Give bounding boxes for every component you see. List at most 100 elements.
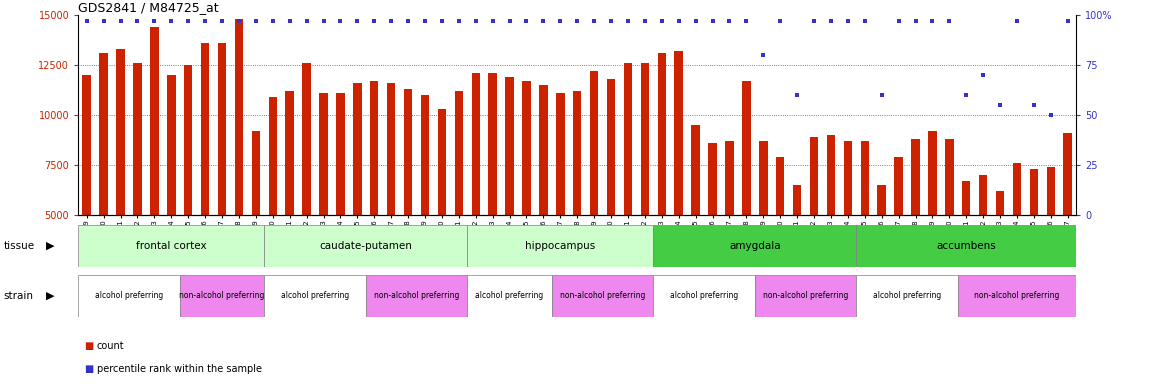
Point xyxy=(721,18,739,25)
Bar xyxy=(83,75,91,315)
Point xyxy=(653,18,671,25)
Bar xyxy=(387,83,396,315)
Bar xyxy=(319,93,328,315)
Point xyxy=(703,18,722,25)
Text: alcohol preferring: alcohol preferring xyxy=(475,291,543,300)
Point xyxy=(314,18,333,25)
Bar xyxy=(912,139,920,315)
Point xyxy=(956,92,975,98)
Point xyxy=(145,18,163,25)
Point xyxy=(112,18,130,25)
Bar xyxy=(641,63,649,315)
Point xyxy=(991,102,1009,108)
Point xyxy=(365,18,383,25)
Bar xyxy=(201,43,209,315)
Point xyxy=(517,18,535,25)
Bar xyxy=(472,73,480,315)
Bar xyxy=(708,143,717,315)
Point xyxy=(128,18,146,25)
Bar xyxy=(1046,167,1055,315)
Bar xyxy=(861,141,869,315)
Text: percentile rank within the sample: percentile rank within the sample xyxy=(97,364,261,374)
Point xyxy=(534,18,552,25)
Point xyxy=(855,18,874,25)
Bar xyxy=(505,77,513,315)
Bar xyxy=(894,157,902,315)
Bar xyxy=(467,225,654,267)
Bar xyxy=(776,157,785,315)
Text: ▶: ▶ xyxy=(46,241,54,251)
Bar xyxy=(945,139,953,315)
Text: non-alcohol preferring: non-alcohol preferring xyxy=(559,291,646,300)
Point xyxy=(788,92,807,98)
Text: alcohol preferring: alcohol preferring xyxy=(281,291,349,300)
Bar xyxy=(99,53,108,315)
Text: hippocampus: hippocampus xyxy=(525,241,595,251)
Bar xyxy=(78,275,180,317)
Bar xyxy=(523,81,531,315)
Point xyxy=(246,18,265,25)
Text: GDS2841 / M84725_at: GDS2841 / M84725_at xyxy=(78,1,219,14)
Text: non-alcohol preferring: non-alcohol preferring xyxy=(374,291,459,300)
Text: alcohol preferring: alcohol preferring xyxy=(670,291,738,300)
Bar xyxy=(657,53,666,315)
Text: non-alcohol preferring: non-alcohol preferring xyxy=(974,291,1060,300)
Point xyxy=(180,18,198,25)
Bar xyxy=(369,81,379,315)
Point xyxy=(872,92,891,98)
Bar xyxy=(180,275,265,317)
Point xyxy=(466,18,485,25)
Point xyxy=(94,18,113,25)
Point xyxy=(1042,112,1060,118)
Text: ▶: ▶ xyxy=(46,291,54,301)
Bar xyxy=(404,89,412,315)
Bar xyxy=(793,185,801,315)
Text: count: count xyxy=(97,341,124,351)
Bar xyxy=(654,225,856,267)
Bar xyxy=(826,135,836,315)
Bar xyxy=(467,275,551,317)
Point xyxy=(77,18,96,25)
Point xyxy=(635,18,654,25)
Point xyxy=(230,18,249,25)
Bar xyxy=(1064,133,1072,315)
Point xyxy=(619,18,638,25)
Bar xyxy=(78,225,265,267)
Text: caudate-putamen: caudate-putamen xyxy=(319,241,412,251)
Bar xyxy=(235,19,243,315)
Point xyxy=(771,18,790,25)
Bar xyxy=(742,81,750,315)
Point xyxy=(264,18,282,25)
Point xyxy=(213,18,231,25)
Bar xyxy=(437,109,447,315)
Point xyxy=(839,18,857,25)
Point xyxy=(416,18,434,25)
Point xyxy=(822,18,840,25)
Bar xyxy=(116,49,124,315)
Point xyxy=(399,18,418,25)
Text: alcohol preferring: alcohol preferring xyxy=(872,291,942,300)
Bar xyxy=(150,27,159,315)
Point xyxy=(382,18,401,25)
Text: non-alcohol preferring: non-alcohol preferring xyxy=(180,291,265,300)
Bar xyxy=(810,137,818,315)
Text: ■: ■ xyxy=(84,341,93,351)
Point xyxy=(737,18,755,25)
Point xyxy=(670,18,688,25)
Point xyxy=(551,18,570,25)
Text: accumbens: accumbens xyxy=(937,241,996,251)
Point xyxy=(940,18,959,25)
Bar xyxy=(184,65,192,315)
Text: strain: strain xyxy=(3,291,33,301)
Bar xyxy=(421,95,429,315)
Point xyxy=(923,18,942,25)
Bar xyxy=(573,91,581,315)
Point xyxy=(585,18,603,25)
Point xyxy=(890,18,908,25)
Bar xyxy=(268,97,277,315)
Bar xyxy=(265,225,467,267)
Point xyxy=(1008,18,1027,25)
Bar xyxy=(455,91,463,315)
Point xyxy=(1059,18,1077,25)
Bar xyxy=(590,71,599,315)
